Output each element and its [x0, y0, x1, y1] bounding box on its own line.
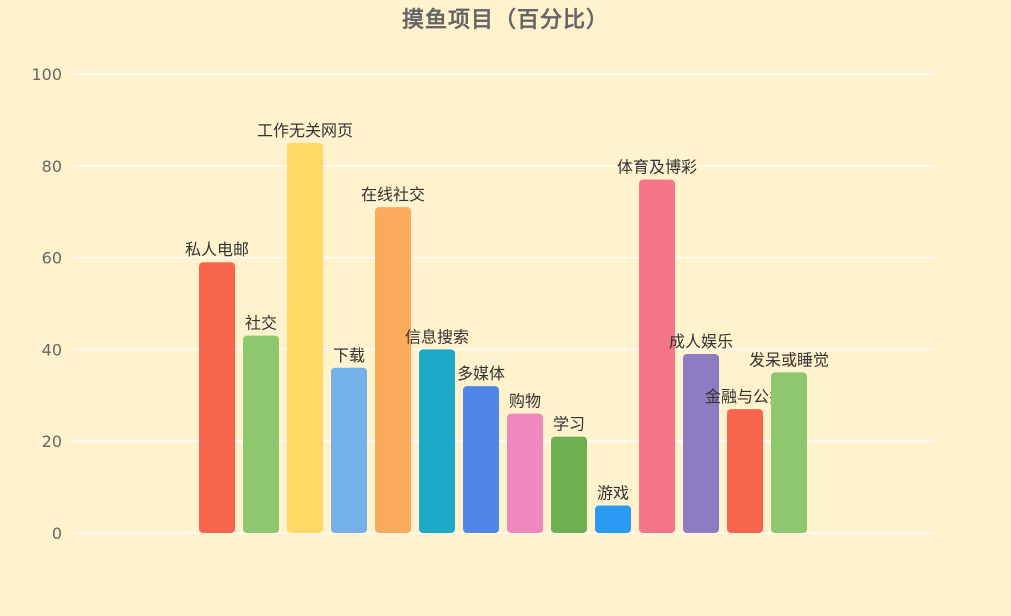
bar-label-5: 信息搜索: [405, 327, 469, 346]
bar-10[interactable]: [639, 179, 675, 533]
bar-label-4: 在线社交: [361, 185, 425, 204]
bar-8[interactable]: [551, 436, 587, 533]
bar-7[interactable]: [507, 413, 543, 533]
y-tick-label: 80: [42, 157, 62, 176]
bar-13[interactable]: [771, 372, 807, 533]
y-tick-label: 0: [52, 524, 62, 543]
bar-11[interactable]: [683, 353, 719, 533]
bar-label-1: 社交: [245, 314, 277, 333]
bar-9[interactable]: [595, 505, 631, 533]
bar-4[interactable]: [375, 207, 411, 534]
bar-label-13: 发呆或睡觉: [749, 350, 829, 369]
bar-5[interactable]: [419, 349, 455, 533]
y-tick-label: 60: [42, 249, 62, 268]
bar-label-2: 工作无关网页: [257, 121, 353, 140]
bar-label-7: 购物: [509, 392, 541, 411]
bar-label-8: 学习: [553, 415, 585, 434]
y-tick-label: 40: [42, 340, 62, 359]
bar-3[interactable]: [331, 367, 367, 533]
bar-label-6: 多媒体: [457, 364, 505, 383]
bar-label-11: 成人娱乐: [669, 332, 733, 351]
bar-label-10: 体育及博彩: [617, 158, 697, 177]
bar-label-3: 下载: [333, 346, 365, 365]
bar-label-9: 游戏: [597, 483, 629, 502]
bar-1[interactable]: [243, 335, 279, 533]
bar-12[interactable]: [727, 409, 763, 533]
bar-2[interactable]: [287, 142, 323, 533]
bar-0[interactable]: [199, 262, 235, 533]
chart-title: 摸鱼项目（百分比）: [401, 8, 609, 33]
bar-label-0: 私人电邮: [185, 240, 249, 259]
bar-label-12: 金融与公共: [705, 387, 785, 406]
bar-6[interactable]: [463, 386, 499, 533]
y-tick-label: 100: [31, 65, 62, 84]
y-tick-label: 20: [42, 432, 62, 451]
